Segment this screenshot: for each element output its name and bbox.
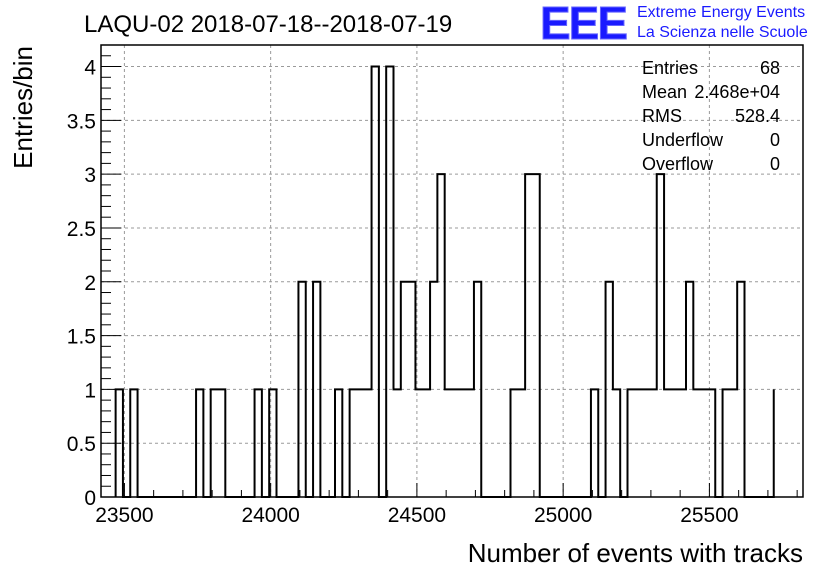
x-axis: 23500 24000 24500 25000 25500 xyxy=(95,483,798,527)
y-tick-label: 1 xyxy=(84,379,96,402)
y-axis: 0 0.5 1 1.5 2 2.5 3 3.5 4 xyxy=(67,55,121,510)
x-axis-label: Number of events with tracks xyxy=(468,538,803,568)
x-tick-label: 25500 xyxy=(680,504,738,527)
logo-line-1: Extreme Energy Events xyxy=(637,4,806,21)
stat-label: RMS xyxy=(642,106,682,126)
x-tick-label: 23500 xyxy=(95,504,153,527)
stat-row-rms: RMS 528.4 xyxy=(640,106,780,130)
y-tick-label: 0 xyxy=(84,487,96,510)
stat-row-entries: Entries 68 xyxy=(640,58,780,82)
x-tick-label: 24500 xyxy=(388,504,446,527)
chart-title: LAQU-02 2018-07-18--2018-07-19 xyxy=(84,11,452,38)
stat-row-overflow: Overflow 0 xyxy=(640,154,780,178)
x-tick-label: 25000 xyxy=(534,504,592,527)
x-tick-label: 24000 xyxy=(241,504,299,527)
stat-row-underflow: Underflow 0 xyxy=(640,130,780,154)
y-tick-label: 3 xyxy=(84,164,96,187)
logo-mark: EEE xyxy=(539,0,628,50)
y-axis-label: Entries/bin xyxy=(8,46,38,169)
stat-label: Underflow xyxy=(642,130,724,150)
y-tick-label: 3.5 xyxy=(67,110,96,133)
stat-row-mean: Mean 2.468e+04 xyxy=(640,82,780,106)
y-tick-label: 2.5 xyxy=(67,218,96,241)
stat-value: 528.4 xyxy=(734,106,780,126)
stats-box: Entries 68 Mean 2.468e+04 RMS 528.4 Unde… xyxy=(640,58,780,178)
y-tick-label: 0.5 xyxy=(67,433,96,456)
stat-label: Mean xyxy=(642,82,688,102)
eee-logo: EEE Extreme Energy Events La Scienza nel… xyxy=(539,0,830,50)
stat-label: Overflow xyxy=(642,154,714,174)
stat-label: Entries xyxy=(642,58,699,78)
y-tick-label: 2 xyxy=(84,272,96,295)
y-tick-label: 1.5 xyxy=(67,326,96,349)
stat-value: 0 xyxy=(769,154,780,174)
stat-value: 68 xyxy=(759,58,780,78)
stat-value: 0 xyxy=(769,130,780,150)
stat-value: 2.468e+04 xyxy=(694,82,780,102)
y-tick-label: 4 xyxy=(84,57,96,80)
logo-line-2: La Scienza nelle Scuole xyxy=(637,24,808,41)
